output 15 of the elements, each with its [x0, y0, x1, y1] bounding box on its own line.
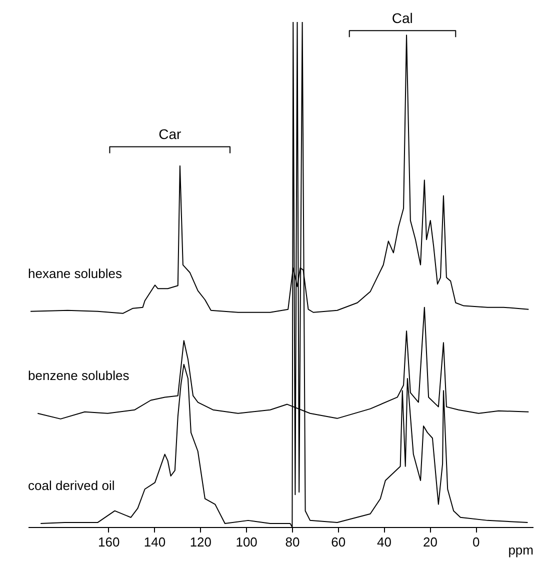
x-axis-title: ppm [508, 542, 534, 558]
x-tick-label: 160 [98, 534, 120, 550]
series-label: coal derived oil [28, 478, 115, 494]
x-tick-label: 80 [285, 534, 300, 550]
x-tick-label: 40 [377, 534, 392, 550]
x-tick-label: 120 [190, 534, 212, 550]
x-tick-label: 100 [236, 534, 258, 550]
text: hexane solubles [28, 266, 122, 282]
annotation: Car [158, 126, 182, 142]
x-tick-label: 140 [144, 534, 166, 550]
series-label: benzene solubles [28, 368, 130, 384]
x-tick-label: 60 [331, 534, 346, 550]
x-tick-label: 20 [422, 534, 438, 550]
x-tick-label: 0 [472, 534, 480, 550]
annotation: Cal [392, 10, 413, 26]
